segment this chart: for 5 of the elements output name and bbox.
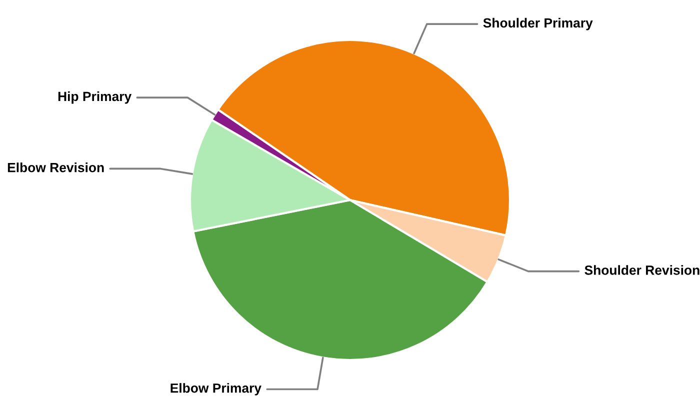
slice-label: Hip Primary [58,91,132,104]
slice-label: Shoulder Revision [584,265,700,275]
slice-label: Elbow Primary [170,383,262,396]
slice-label: Shoulder Primary [483,18,593,30]
slice-label: Elbow Revision [8,162,104,172]
